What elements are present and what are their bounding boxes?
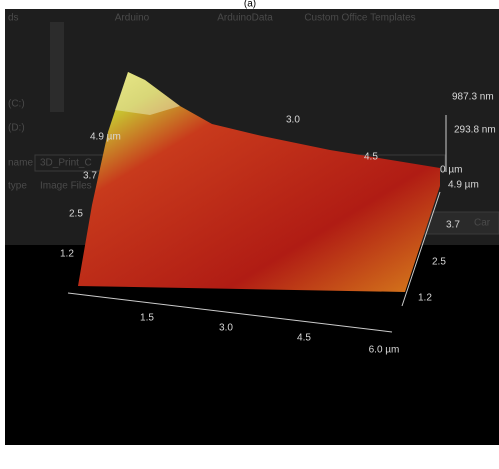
folder: ArduinoData (217, 13, 273, 24)
folder: Custom Office Templates (304, 13, 415, 24)
y-tick-label: 1.2 (60, 249, 74, 260)
y-tick-label: 3.7 (446, 220, 460, 231)
back-label: 4.5 (364, 152, 378, 163)
x-tick-label: 6.0 µm (369, 345, 400, 356)
y-tick-label: 2.5 (432, 257, 446, 268)
x-tick-label: 1.5 (140, 313, 154, 324)
sidebar-item: ds (8, 13, 19, 24)
input-text: 3D_Print_C (40, 158, 92, 169)
folder: Arduino (115, 13, 150, 24)
y-tick-label: 2.5 (69, 209, 83, 220)
y-tick-label: 1.2 (418, 293, 432, 304)
sidebar-item: (C:) (8, 99, 25, 110)
y-tick-label: 4.9 µm (448, 180, 479, 191)
y-tick-label: 3.7 (83, 171, 97, 182)
sidebar-item: (D:) (8, 123, 25, 134)
dialog-scrollbar (50, 22, 64, 112)
field-label: name (8, 158, 33, 169)
button-text: Car (474, 218, 491, 229)
input-text: Image Files (40, 181, 92, 192)
height-label: 0 µm (440, 165, 462, 176)
field-label: type (8, 181, 27, 192)
y-tick-label: 4.9 µm (90, 132, 121, 143)
height-label: 987.3 nm (452, 92, 494, 103)
page: {"figure_label": "(a)", "dialog": {"fold… (0, 0, 499, 469)
figure-label: (a) (244, 0, 256, 10)
x-tick-label: 4.5 (297, 333, 311, 344)
afm-view: (a) Arduino ArduinoData Custom Office Te… (0, 0, 499, 469)
back-label: 3.0 (286, 115, 300, 126)
height-label: 293.8 nm (454, 125, 496, 136)
x-tick-label: 3.0 (219, 323, 233, 334)
